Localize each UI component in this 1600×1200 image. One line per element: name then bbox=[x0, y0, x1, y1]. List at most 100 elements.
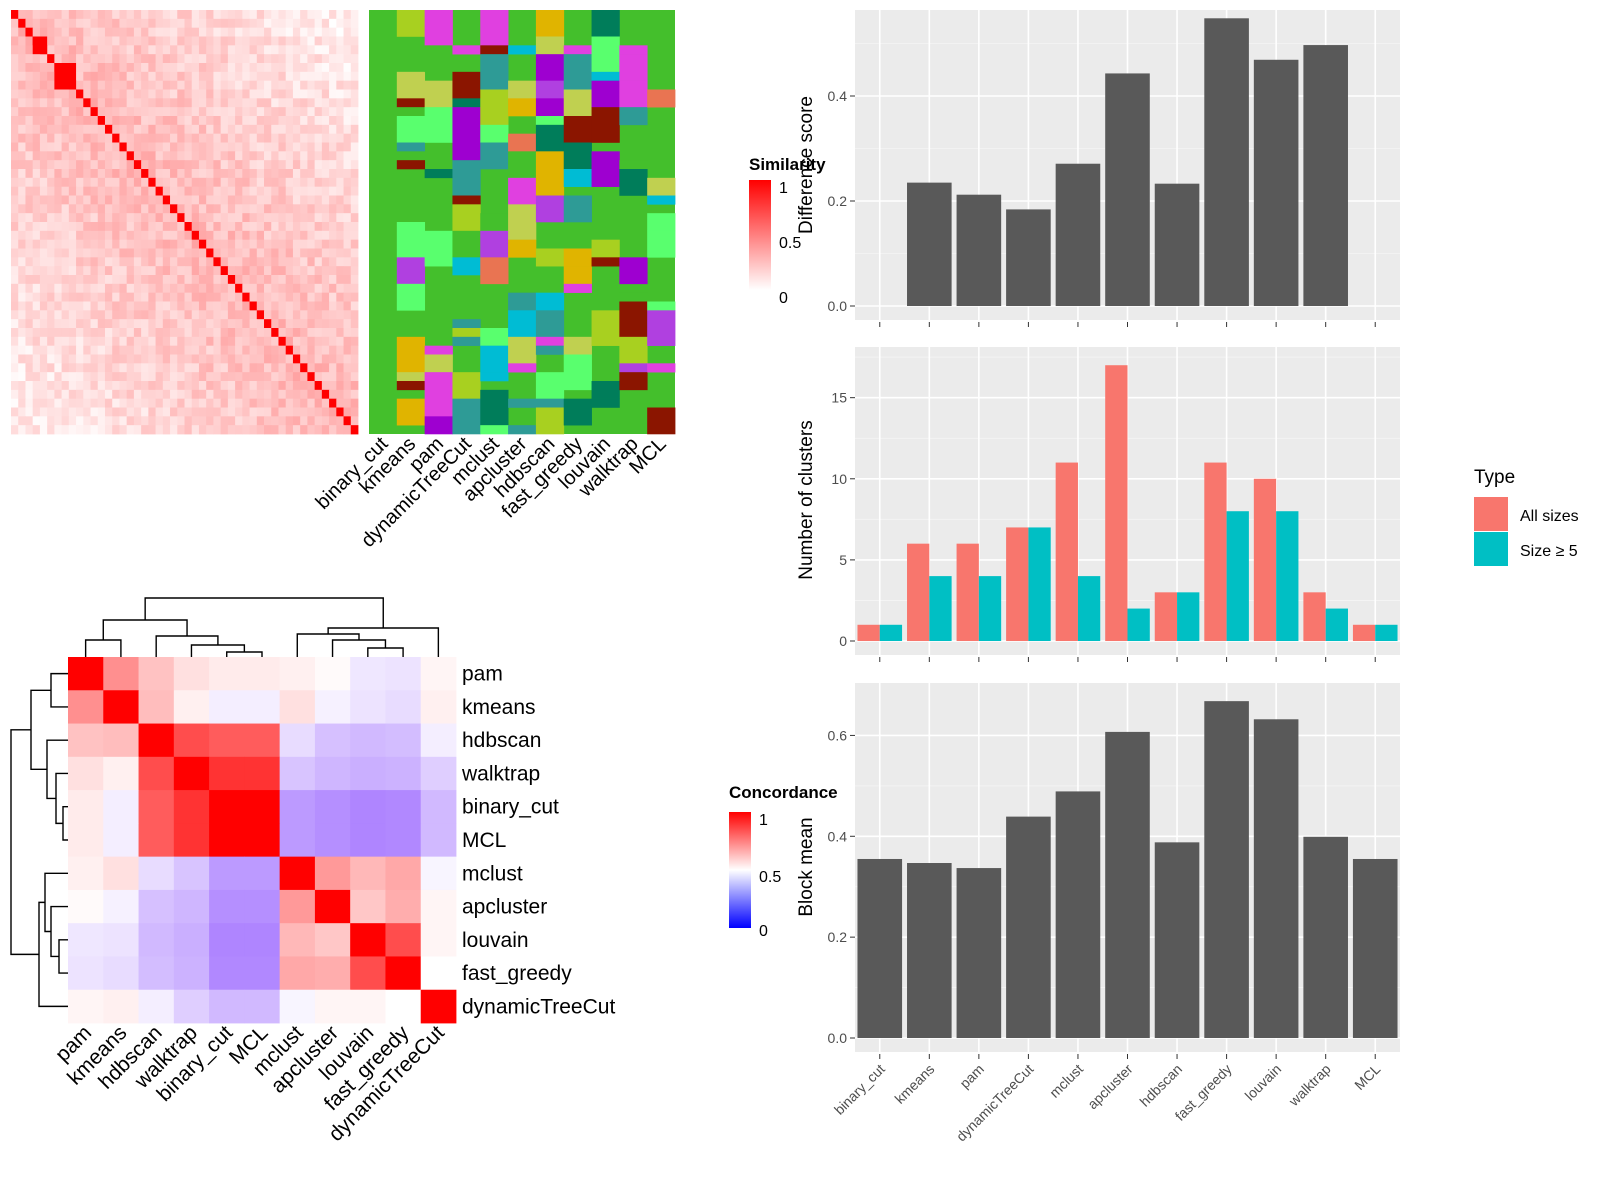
similarity-cell bbox=[198, 71, 207, 82]
similarity-cell bbox=[321, 160, 330, 170]
similarity-cell bbox=[206, 63, 214, 73]
similarity-cell bbox=[148, 142, 156, 152]
similarity-cell bbox=[314, 283, 323, 294]
similarity-cell bbox=[25, 310, 34, 320]
similarity-cell bbox=[126, 416, 135, 426]
similarity-cell bbox=[285, 301, 294, 311]
similarity-cell bbox=[141, 213, 149, 223]
similarity-cell bbox=[213, 230, 222, 241]
similarity-cell bbox=[126, 239, 135, 249]
similarity-cell bbox=[220, 266, 229, 276]
membership-cell bbox=[508, 98, 537, 117]
similarity-cell bbox=[97, 124, 106, 135]
similarity-cell bbox=[256, 328, 265, 338]
similarity-cell bbox=[25, 398, 34, 408]
similarity-cell bbox=[97, 239, 106, 249]
membership-cell bbox=[535, 124, 565, 152]
similarity-cell bbox=[83, 151, 91, 161]
similarity-cell bbox=[256, 389, 265, 400]
similarity-cell bbox=[329, 98, 337, 108]
similarity-cell bbox=[271, 177, 279, 188]
similarity-cell bbox=[198, 354, 207, 364]
similarity-cell bbox=[170, 275, 178, 285]
similarity-cell bbox=[97, 257, 106, 267]
similarity-cell bbox=[256, 381, 265, 391]
similarity-cell bbox=[235, 116, 243, 126]
similarity-cell bbox=[47, 283, 55, 294]
similarity-cell bbox=[47, 107, 55, 117]
membership-cell bbox=[619, 363, 648, 373]
similarity-cell bbox=[32, 133, 41, 143]
similarity-cell bbox=[170, 354, 178, 364]
dendrogram-branch bbox=[38, 901, 68, 1008]
similarity-cell bbox=[300, 71, 308, 82]
similarity-cell bbox=[321, 107, 330, 117]
similarity-cell bbox=[184, 416, 193, 426]
concordance-cell bbox=[350, 790, 386, 824]
similarity-cell bbox=[184, 54, 193, 64]
similarity-cell bbox=[198, 151, 207, 161]
similarity-cell bbox=[177, 124, 185, 135]
bar-size-ge5 bbox=[1077, 576, 1101, 641]
similarity-cell bbox=[264, 36, 272, 46]
similarity-cell bbox=[314, 336, 323, 347]
similarity-cell bbox=[90, 354, 99, 364]
membership-cell bbox=[452, 63, 481, 73]
similarity-cell bbox=[242, 328, 250, 338]
similarity-cell bbox=[184, 372, 193, 382]
similarity-cell bbox=[54, 372, 63, 382]
similarity-cell bbox=[307, 160, 316, 170]
similarity-cell bbox=[148, 89, 156, 99]
concordance-dendrogram-top bbox=[84, 597, 440, 657]
similarity-cell bbox=[350, 151, 359, 161]
similarity-cell bbox=[191, 266, 200, 276]
similarity-cell bbox=[47, 222, 55, 232]
similarity-cell bbox=[141, 71, 149, 82]
similarity-cell bbox=[264, 116, 272, 126]
membership-cell bbox=[535, 177, 565, 196]
membership-cell bbox=[452, 319, 481, 329]
similarity-cell bbox=[54, 301, 63, 311]
similarity-cell bbox=[235, 18, 243, 29]
similarity-cell bbox=[256, 283, 265, 294]
similarity-cell bbox=[39, 381, 48, 391]
concordance-cell bbox=[103, 657, 139, 691]
similarity-cell bbox=[264, 416, 272, 426]
similarity-cell bbox=[90, 54, 99, 64]
similarity-cell bbox=[249, 266, 258, 276]
similarity-cell bbox=[141, 195, 149, 205]
similarity-cell bbox=[170, 107, 178, 117]
similarity-cell bbox=[25, 292, 34, 302]
similarity-cell bbox=[336, 319, 344, 329]
similarity-cell bbox=[220, 275, 229, 285]
similarity-cell bbox=[264, 275, 272, 285]
similarity-cell bbox=[213, 89, 222, 99]
similarity-cell bbox=[170, 177, 178, 188]
similarity-cell bbox=[155, 275, 164, 285]
similarity-cell bbox=[235, 54, 243, 64]
similarity-cell bbox=[126, 257, 135, 267]
similarity-cell bbox=[307, 319, 316, 329]
similarity-cell bbox=[83, 248, 91, 258]
similarity-cell bbox=[177, 257, 185, 267]
similarity-cell bbox=[292, 345, 301, 355]
similarity-cell bbox=[39, 89, 48, 99]
similarity-cell bbox=[126, 80, 135, 90]
similarity-cell bbox=[343, 36, 352, 46]
similarity-cell bbox=[285, 407, 294, 417]
concordance-cell bbox=[103, 889, 139, 924]
similarity-cell bbox=[285, 275, 294, 285]
similarity-cell bbox=[83, 230, 91, 241]
similarity-cell bbox=[198, 80, 207, 90]
similarity-cell bbox=[213, 310, 222, 320]
similarity-cell bbox=[235, 292, 243, 302]
similarity-cell bbox=[112, 204, 120, 214]
similarity-cell bbox=[285, 345, 294, 355]
similarity-cell bbox=[61, 425, 70, 435]
similarity-cell bbox=[184, 107, 193, 117]
similarity-cell bbox=[321, 407, 330, 417]
similarity-cell bbox=[162, 257, 171, 267]
membership-cell bbox=[535, 248, 565, 267]
similarity-cell bbox=[68, 398, 77, 408]
type-legend: Type All sizes Size ≥ 5 bbox=[1474, 467, 1579, 566]
